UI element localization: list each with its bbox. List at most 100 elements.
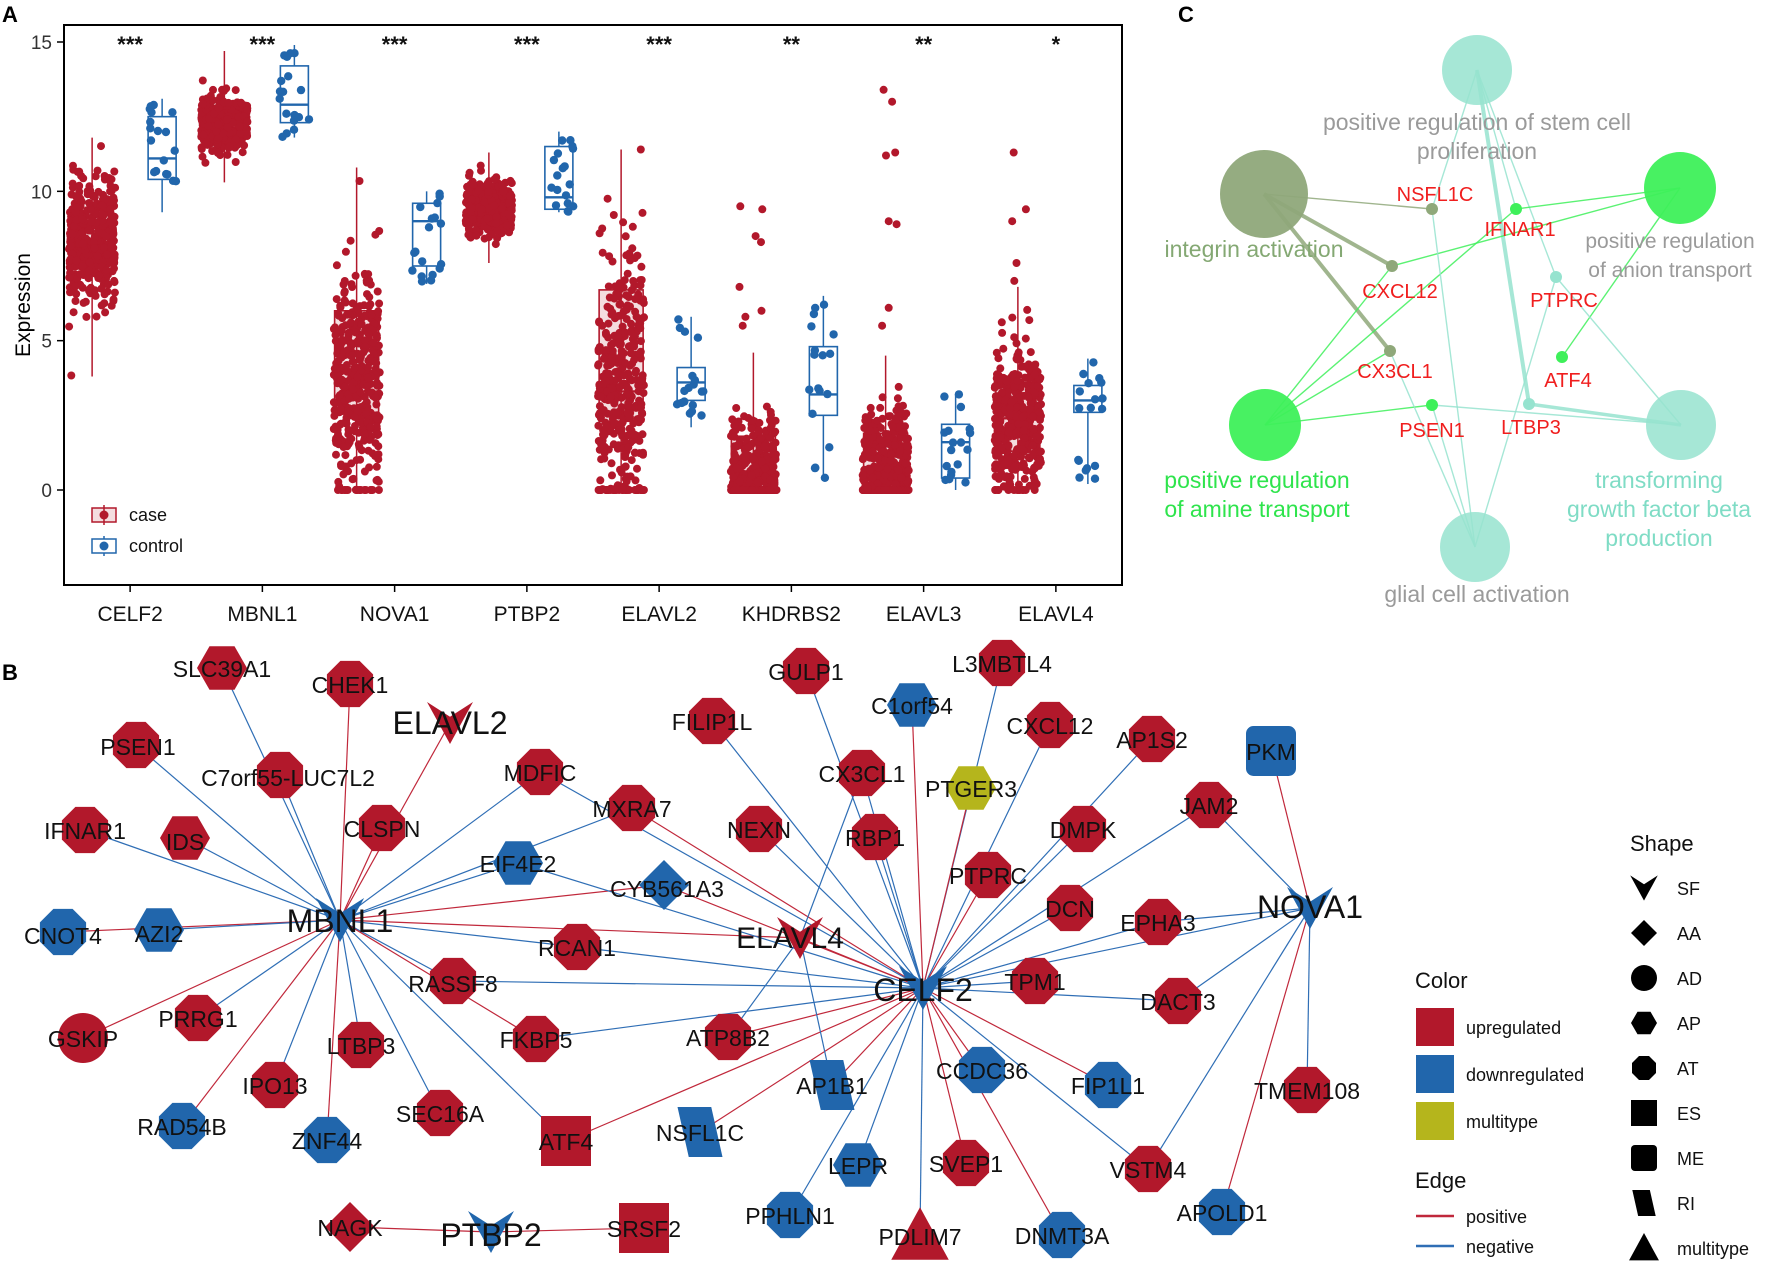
case-point: [484, 180, 493, 189]
case-point: [503, 221, 512, 230]
case-point: [615, 300, 624, 309]
case-point: [355, 356, 364, 364]
network-edge-negative: [922, 907, 1311, 989]
case-outlier-point: [758, 205, 767, 214]
case-point: [620, 371, 628, 380]
node-cxcl12: [1026, 701, 1074, 749]
case-point: [594, 421, 603, 430]
case-point: [372, 422, 381, 431]
case-point: [599, 406, 608, 415]
case-point: [734, 417, 743, 426]
network-edge-negative: [452, 980, 924, 989]
node-dnmt3a: [1038, 1211, 1086, 1259]
case-point: [372, 359, 381, 368]
case-point: [71, 192, 80, 201]
case-point: [1012, 354, 1021, 363]
case-point: [603, 486, 612, 494]
case-point: [231, 86, 240, 95]
control-point: [1097, 378, 1106, 387]
network-edge-negative: [135, 744, 341, 921]
case-point: [866, 426, 875, 435]
case-point: [341, 298, 350, 307]
case-point: [199, 100, 207, 108]
case-outlier-point: [736, 202, 745, 211]
case-point: [770, 480, 779, 489]
control-point: [278, 132, 287, 141]
case-point: [213, 148, 222, 157]
case-point: [1036, 447, 1045, 456]
node-label: NEXN: [727, 817, 791, 843]
case-point: [85, 266, 94, 275]
case-point: [753, 478, 762, 487]
node-mdfic: [516, 748, 564, 796]
control-point: [818, 351, 827, 360]
node-label: RCAN1: [538, 935, 616, 961]
case-point: [991, 464, 1000, 473]
case-point: [201, 158, 210, 167]
case-point: [1021, 362, 1029, 371]
network-edge-positive: [922, 987, 1063, 1236]
case-point: [991, 486, 1000, 494]
case-point: [339, 443, 348, 451]
node-nexn: [735, 805, 783, 853]
control-point: [168, 108, 177, 117]
network-legend: Shape SF AA AD AP AT ES ME RI multitype Color upreg…: [1415, 831, 1749, 1261]
case-outlier-point: [884, 303, 893, 312]
node-label: CHEK1: [312, 672, 389, 698]
color-legend-label: downregulated: [1466, 1065, 1584, 1085]
case-point: [1026, 348, 1035, 357]
case-point: [332, 295, 341, 304]
control-point: [954, 390, 964, 399]
node-label: L3MBTL4: [952, 651, 1052, 677]
panel-c-go-network: positive regulation of stem cell prolifer…: [1164, 35, 1755, 607]
case-point: [999, 482, 1008, 491]
case-point: [866, 403, 875, 412]
control-point: [433, 198, 442, 208]
network-edge-positive: [631, 807, 924, 989]
case-point: [212, 127, 221, 136]
case-point: [345, 394, 354, 403]
case-point: [760, 442, 769, 451]
case-outlier-point: [738, 321, 747, 330]
case-point: [67, 371, 76, 380]
case-point: [598, 224, 607, 233]
case-outlier-point: [884, 217, 893, 226]
case-point: [874, 463, 883, 472]
case-point: [881, 471, 890, 480]
case-point: [629, 277, 638, 285]
significance-label: ***: [250, 32, 276, 57]
case-point: [366, 423, 375, 431]
case-point: [491, 240, 500, 249]
case-point: [1019, 486, 1028, 494]
network-edge-positive: [339, 683, 351, 921]
case-point: [1028, 451, 1037, 460]
case-point: [608, 257, 617, 266]
case-point: [336, 404, 345, 413]
case-point: [371, 452, 380, 460]
case-point: [373, 475, 382, 484]
node-label: CXCL12: [1007, 713, 1094, 739]
case-point: [1036, 415, 1044, 424]
significance-label: **: [915, 32, 933, 57]
network-edge-negative: [1306, 907, 1311, 1091]
control-point: [688, 371, 697, 381]
case-point: [622, 291, 631, 300]
shape-legend-title: Shape: [1630, 831, 1694, 856]
legend-key-point: [99, 541, 109, 551]
case-point: [617, 311, 626, 320]
node-mbnl1: [315, 897, 365, 943]
case-point: [1030, 476, 1039, 485]
case-point: [225, 142, 234, 151]
node-c7orf55-luc7l2: [256, 751, 304, 799]
case-point: [110, 276, 119, 285]
node-label: DCN: [1045, 896, 1095, 922]
color-legend-key: [1416, 1102, 1454, 1140]
control-point: [1097, 404, 1107, 414]
case-point: [634, 290, 643, 299]
case-point: [93, 252, 102, 261]
control-point: [805, 385, 814, 394]
case-point: [754, 428, 763, 436]
case-point: [243, 106, 252, 115]
case-point: [630, 342, 639, 351]
case-point: [608, 347, 617, 355]
